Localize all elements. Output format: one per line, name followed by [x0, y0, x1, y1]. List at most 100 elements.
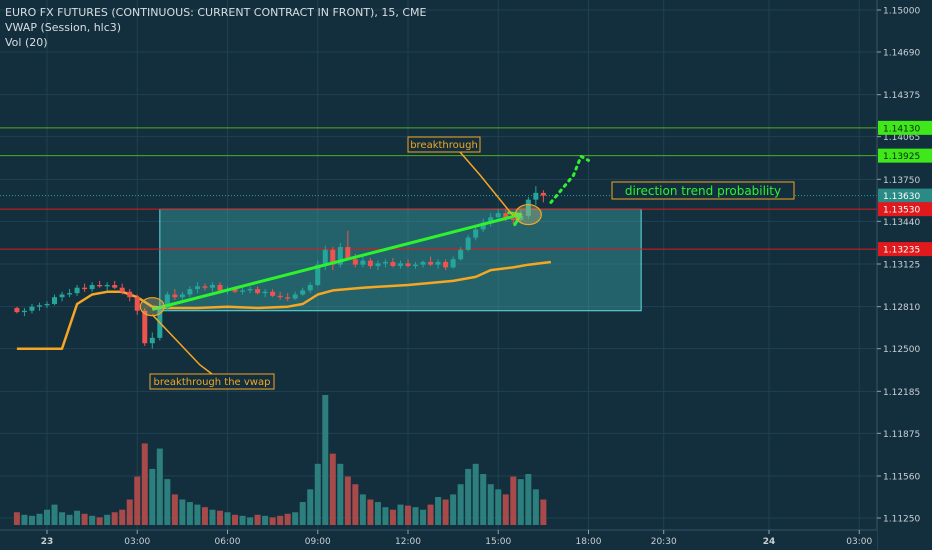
candle-body: [104, 284, 110, 287]
volume-bar: [322, 395, 329, 525]
candle-body: [247, 289, 253, 291]
candle: [270, 289, 276, 298]
price-marker-bg: [878, 120, 932, 135]
volume-bar: [450, 494, 457, 525]
candle-body: [36, 305, 42, 307]
volume-bar: [149, 468, 156, 525]
candles: [14, 186, 546, 349]
candle-body: [67, 293, 73, 295]
candle: [74, 284, 80, 296]
candle-body: [458, 249, 464, 260]
candle: [315, 260, 321, 287]
volume-bar: [344, 476, 351, 525]
candle-body: [21, 310, 27, 313]
candle: [473, 226, 479, 241]
candle-body: [413, 264, 419, 267]
candle-body: [533, 192, 539, 200]
candle: [21, 308, 27, 317]
candle-body: [97, 284, 103, 287]
volume-bars: [13, 395, 547, 525]
price-tick-label: 1.11875: [883, 430, 920, 440]
volume-bar: [269, 517, 276, 525]
volume-bar: [420, 509, 427, 525]
annotation-breakthrough[interactable]: breakthrough: [407, 136, 481, 153]
candle: [292, 291, 298, 300]
vwap-line: [16, 260, 552, 350]
candle-body: [179, 294, 185, 298]
volume-bar: [254, 514, 261, 525]
price-axis[interactable]: 1.15000 1.14690 1.14375 1.14065 1.13750 1.134…: [876, 0, 932, 550]
candle: [337, 243, 343, 268]
annotation-breakthrough-vwap-box: [149, 373, 275, 390]
volume-bar: [359, 494, 366, 525]
candle-body: [270, 291, 276, 296]
candle-body: [262, 291, 268, 294]
candle-body: [44, 303, 50, 306]
candle-body: [345, 247, 351, 260]
candle: [112, 280, 118, 290]
volume-bar: [247, 517, 254, 525]
candle: [450, 256, 456, 269]
legend-vwap[interactable]: VWAP (Session, hlc3): [5, 21, 122, 34]
candle: [277, 291, 283, 300]
volume-bar: [480, 474, 487, 525]
annotation-breakthrough-vwap[interactable]: breakthrough the vwap: [149, 373, 275, 390]
price-tick-label: 1.13125: [883, 261, 920, 271]
candle: [382, 259, 388, 268]
volume-bar: [201, 507, 208, 525]
candle: [458, 247, 464, 261]
vwap-layer: [16, 260, 552, 350]
candle-body: [495, 213, 501, 218]
candle-body: [59, 294, 65, 298]
legend-symbol-title[interactable]: EURO FX FUTURES (CONTINUOUS: CURRENT CON…: [5, 6, 427, 19]
price-tick-label: 1.13750: [883, 176, 920, 186]
time-axis-background: [0, 530, 877, 550]
candle: [52, 294, 58, 306]
volume-bar: [442, 499, 449, 525]
time-tick-label: 12:00: [395, 537, 421, 547]
volume-bar: [382, 507, 389, 525]
candle: [209, 282, 215, 292]
price-tick-label: 1.15000: [883, 7, 920, 17]
candle-body: [277, 295, 283, 298]
candle: [262, 289, 268, 298]
candle-body: [187, 289, 193, 295]
callout-arrow-breakthrough: [459, 151, 514, 217]
candle: [36, 302, 42, 311]
annotation-direction[interactable]: direction trend probability: [611, 181, 795, 200]
price-marker-label: 1.13925: [883, 152, 920, 162]
volume-bar: [141, 443, 148, 525]
price-marker-bg: [878, 148, 932, 163]
candle-body: [142, 310, 148, 344]
volume-bar: [525, 474, 532, 525]
candle-body: [300, 290, 306, 295]
callout-arrow-vwap: [151, 314, 213, 375]
candle-body: [232, 289, 238, 292]
candle: [89, 282, 95, 292]
volume-bar: [284, 513, 291, 525]
candle-body: [443, 261, 449, 268]
candle-body: [82, 287, 88, 290]
volume-bar: [126, 499, 133, 525]
volume-bar: [36, 513, 43, 525]
volume-bar: [435, 496, 442, 525]
candle-body: [540, 192, 546, 196]
volume-bar: [457, 484, 464, 525]
time-axis[interactable]: 23 03:00 06:00 09:00 12:00 15:00 18:00 20:30 24 0…: [0, 529, 877, 550]
legend-volume[interactable]: Vol (20): [5, 36, 48, 49]
candle: [428, 256, 434, 267]
price-marker-bg: [878, 242, 932, 257]
candle-body: [14, 308, 20, 313]
candle-body: [435, 261, 441, 265]
candle: [435, 259, 441, 269]
volume-bar: [156, 448, 163, 525]
candle: [330, 247, 336, 271]
price-tick-label: 1.12810: [883, 303, 920, 313]
volume-bar: [74, 510, 81, 525]
price-axis-background: [877, 0, 932, 550]
volume-bar: [540, 499, 547, 525]
candle-body: [510, 218, 516, 220]
candle-body: [488, 217, 494, 223]
candle: [390, 257, 396, 268]
